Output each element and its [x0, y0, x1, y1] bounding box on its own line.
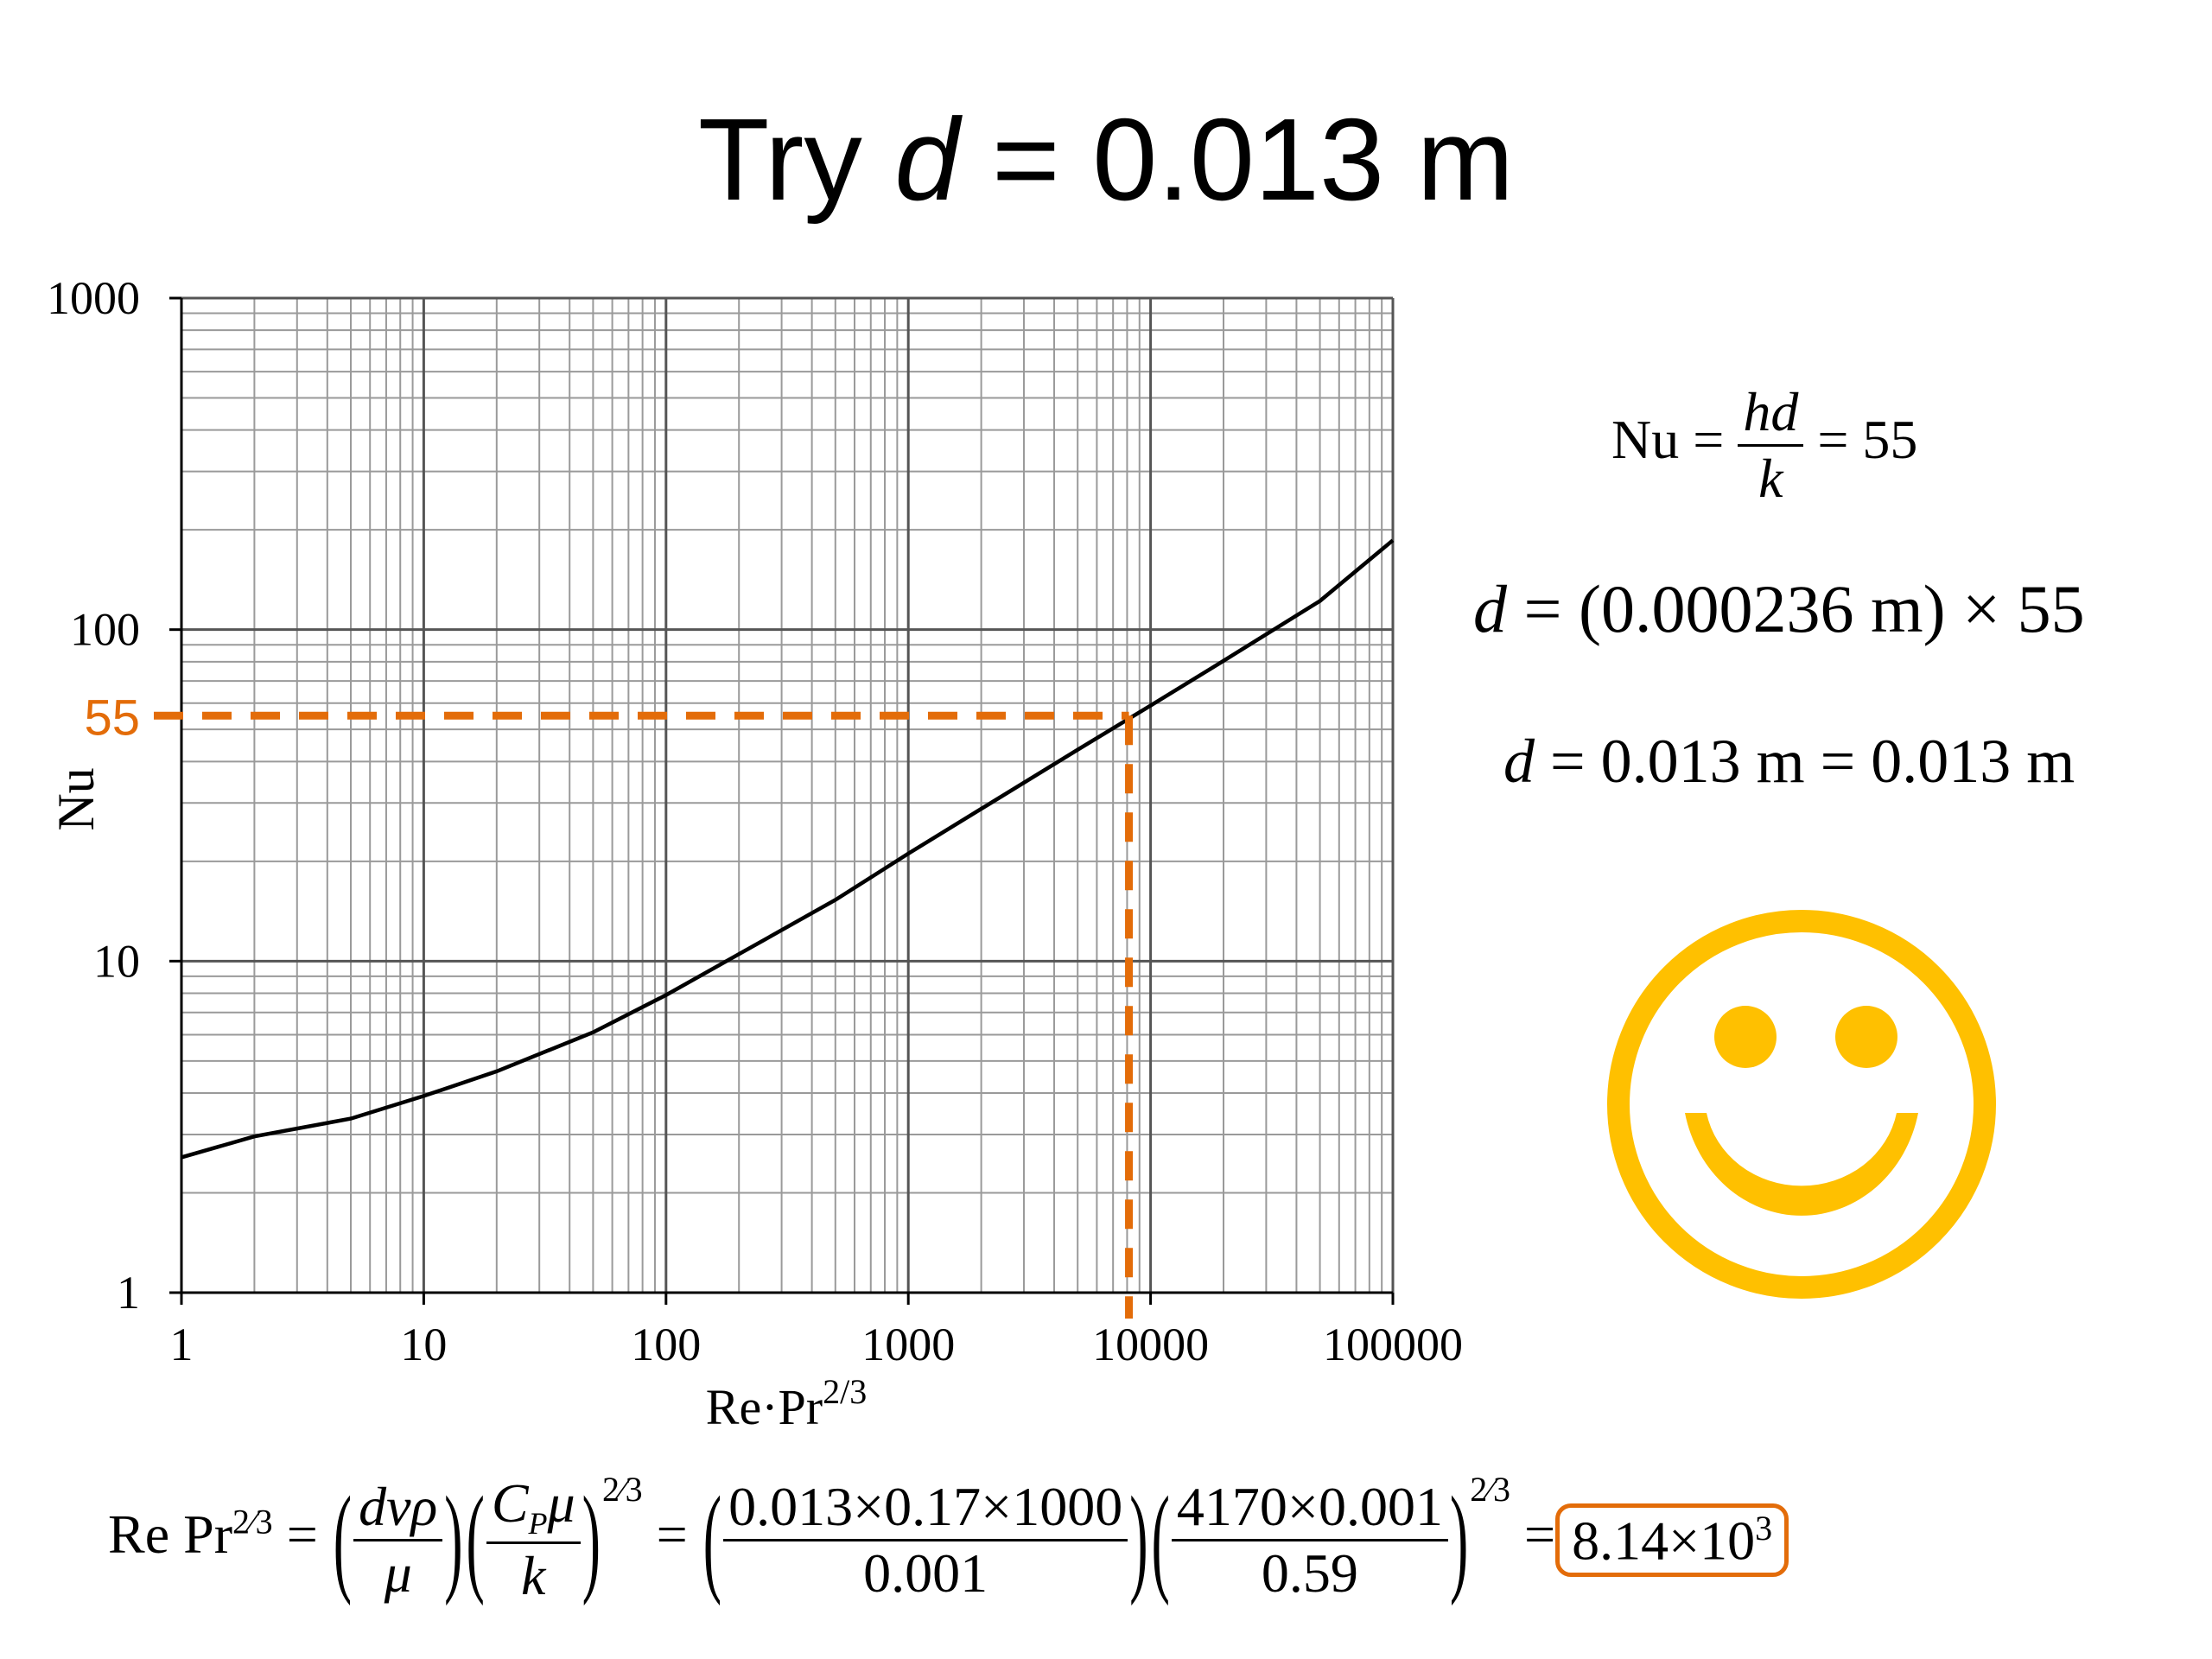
nusselt-equation: Nu = hd k = 55 [1611, 381, 1918, 509]
annotation-label: 55 [84, 690, 140, 746]
y-tick-label: 10 [93, 935, 140, 987]
x-tick-label: 100 [631, 1319, 701, 1370]
x-tick-label: 10 [400, 1319, 447, 1370]
reynolds-prandtl-equation: Re Pr2⁄3 = (dvρ μ)(CPμ k)2⁄3 = (0.013×0.17… [108, 1469, 1789, 1608]
nusselt-chart: 1 10 100 1000 10000 100000 1 10 100 1000 55 Re·Pr… [47, 272, 1463, 1435]
nu-curve-line [181, 538, 1395, 1160]
chart-axes [169, 296, 1395, 1305]
diameter-result: d = 0.013 m = 0.013 m [1503, 727, 2075, 796]
y-tick-label: 100 [70, 604, 140, 656]
x-tick-label: 1 [170, 1319, 194, 1370]
chart-series [181, 538, 1395, 1160]
annotation-lines: 55 [84, 690, 1134, 1319]
x-axis-label: Re·Pr2/3 [706, 1372, 867, 1435]
tick-labels: 1 10 100 1000 10000 100000 1 10 100 1000 [47, 272, 1463, 1370]
x-tick-label: 1000 [861, 1319, 955, 1370]
major-gridlines [180, 296, 1395, 1294]
x-tick-label: 100000 [1323, 1319, 1463, 1370]
slide-title: Try d = 0.013 m [697, 94, 1515, 225]
y-axis-label: Nu [48, 767, 105, 830]
minor-gridlines [181, 298, 1393, 1293]
y-tick-label: 1 [117, 1267, 140, 1319]
x-tick-label: 10000 [1092, 1319, 1209, 1370]
diameter-calc: d = (0.000236 m) × 55 [1473, 571, 2085, 646]
smiley-face-icon [1607, 910, 1996, 1299]
result-box: 8.14×103 [1555, 1503, 1789, 1577]
y-tick-label: 1000 [47, 272, 140, 324]
